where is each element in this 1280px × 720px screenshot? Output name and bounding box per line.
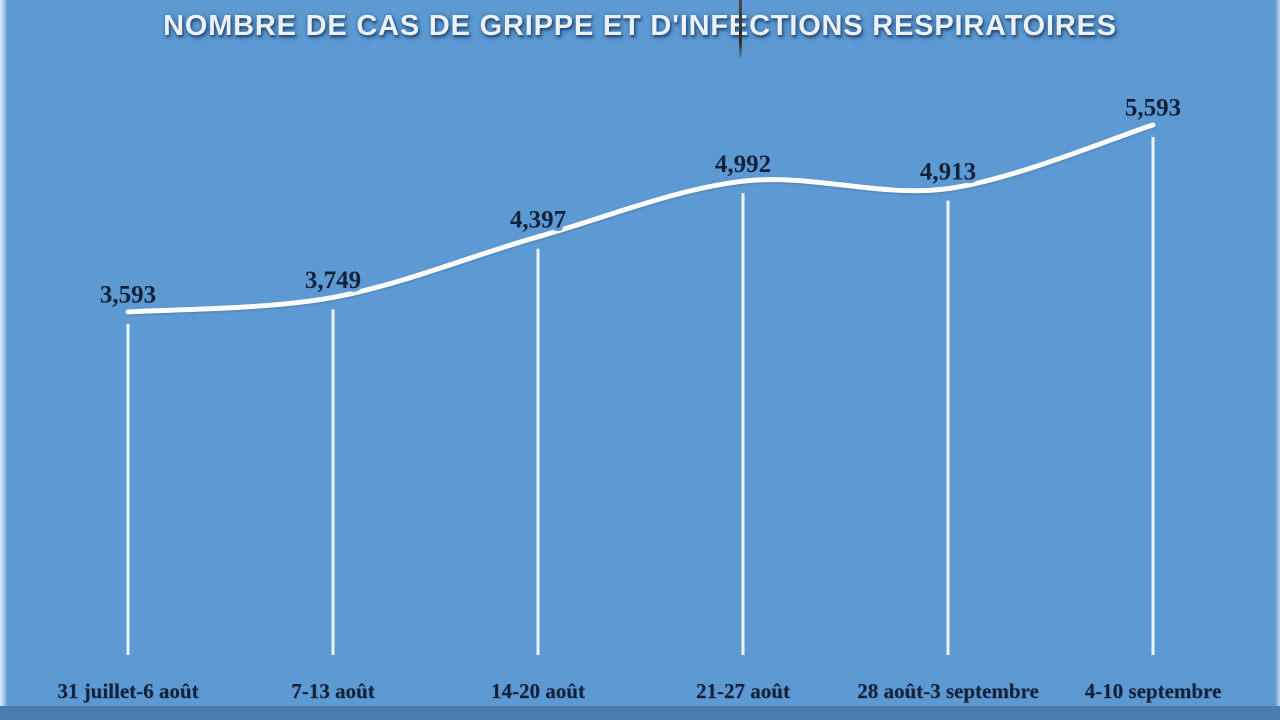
x-axis-label: 14-20 août: [491, 679, 585, 703]
x-axis-label: 31 juillet-6 août: [57, 679, 199, 703]
text-cursor-artifact: [739, 0, 742, 60]
chart-title: NOMBRE DE CAS DE GRIPPE ET D'INFECTIONS …: [163, 10, 1117, 42]
value-label: 3,593: [100, 282, 156, 309]
x-axis-label: 7-13 août: [291, 679, 375, 703]
x-axis-label: 21-27 août: [696, 679, 790, 703]
x-axis-label: 28 août-3 septembre: [857, 679, 1039, 703]
value-label: 4,397: [510, 207, 566, 234]
bottom-band: [0, 706, 1280, 720]
value-label: 4,992: [715, 151, 771, 178]
value-label: 3,749: [305, 267, 361, 294]
trend-line: [125, 122, 1156, 315]
x-axis-label: 4-10 septembre: [1084, 679, 1222, 703]
right-edge-highlight: [1275, 0, 1280, 707]
left-edge-highlight: [0, 0, 7, 707]
value-label: 4,913: [920, 158, 976, 185]
value-label: 5,593: [1125, 95, 1181, 122]
